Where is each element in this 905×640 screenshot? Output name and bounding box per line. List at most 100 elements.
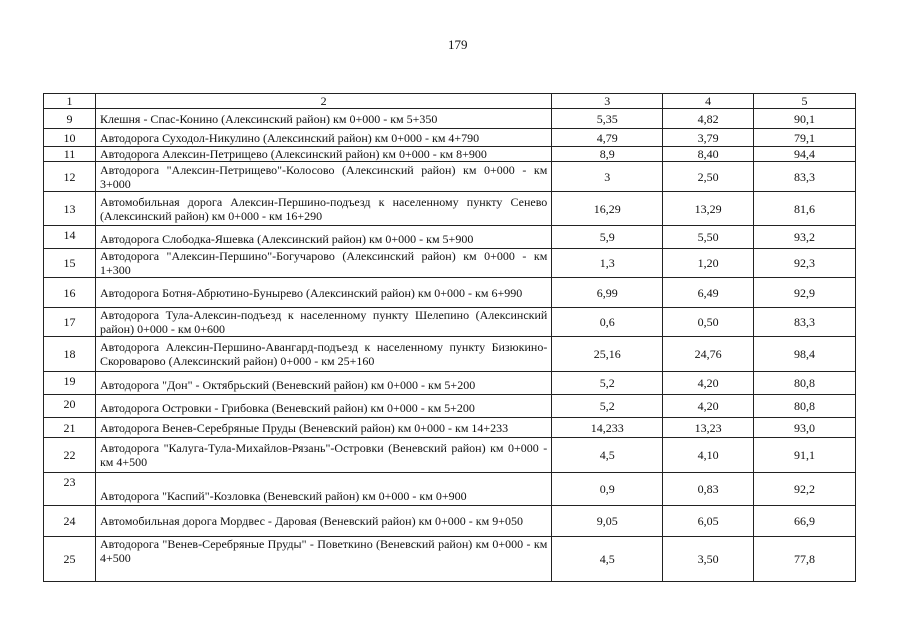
value-col5: 98,4 xyxy=(753,336,856,372)
value-col5: 93,0 xyxy=(753,417,856,438)
table-row: 22 Автодорога "Калуга-Тула-Михайлов-Рязан… xyxy=(43,437,856,473)
road-name: Автодорога "Алексин-Першино"-Богучарово … xyxy=(94,248,553,278)
value-col5: 80,8 xyxy=(753,394,856,418)
value-col5: 81,6 xyxy=(753,191,856,226)
value-col3: 8,9 xyxy=(551,146,664,162)
column-header-2: 2 xyxy=(94,93,553,109)
road-name: Клешня - Спас-Конино (Алексинский район)… xyxy=(94,108,553,129)
value-col4: 1,20 xyxy=(662,248,755,278)
value-col3: 6,99 xyxy=(551,277,664,308)
table-row: 25 Автодорога "Венев-Серебряные Пруды" - … xyxy=(43,536,856,582)
road-name: Автодорога "Алексин-Петрищево"-Колосово … xyxy=(94,161,553,192)
road-name: Автодорога Слободка-Яшевка (Алексинский … xyxy=(94,225,553,249)
value-col5: 92,3 xyxy=(753,248,856,278)
table-row: 14 Автодорога Слободка-Яшевка (Алексински… xyxy=(43,225,856,249)
value-col5: 92,9 xyxy=(753,277,856,308)
value-col3: 9,05 xyxy=(551,505,664,537)
value-col3: 25,16 xyxy=(551,336,664,372)
table-row: 13 Автомобильная дорога Алексин-Першино-п… xyxy=(43,191,856,226)
value-col4: 3,79 xyxy=(662,128,755,147)
row-number: 24 xyxy=(43,505,96,537)
value-col3: 5,2 xyxy=(551,394,664,418)
value-col3: 14,233 xyxy=(551,417,664,438)
row-number: 10 xyxy=(43,128,96,147)
value-col4: 24,76 xyxy=(662,336,755,372)
value-col4: 6,05 xyxy=(662,505,755,537)
value-col4: 13,23 xyxy=(662,417,755,438)
value-col5: 94,4 xyxy=(753,146,856,162)
value-col5: 83,3 xyxy=(753,307,856,337)
table-row: 20 Автодорога Островки - Грибовка (Веневс… xyxy=(43,394,856,418)
row-number: 13 xyxy=(43,191,96,226)
row-number: 22 xyxy=(43,437,96,473)
table-row: 12 Автодорога "Алексин-Петрищево"-Колосов… xyxy=(43,161,856,192)
table-row: 17 Автодорога Тула-Алексин-подъезд к насе… xyxy=(43,307,856,337)
table-row: 19 Автодорога "Дон" - Октябрьский (Веневс… xyxy=(43,371,856,395)
value-col4: 13,29 xyxy=(662,191,755,226)
value-col4: 2,50 xyxy=(662,161,755,192)
value-col4: 8,40 xyxy=(662,146,755,162)
road-name: Автодорога "Дон" - Октябрьский (Веневски… xyxy=(94,371,553,395)
roads-table: 1 2 3 4 5 9 Клешня - Спас-Конино (Алексинский … xyxy=(43,93,856,582)
table-row: 11 Автодорога Алексин-Петрищево (Алексинс… xyxy=(43,146,856,162)
value-col3: 4,5 xyxy=(551,536,664,582)
row-number: 18 xyxy=(43,336,96,372)
value-col5: 90,1 xyxy=(753,108,856,129)
table-row: 24 Автомобильная дорога Мордвес - Даровая… xyxy=(43,505,856,537)
row-number: 9 xyxy=(43,108,96,129)
value-col5: 80,8 xyxy=(753,371,856,395)
column-header-5: 5 xyxy=(753,93,856,109)
table-row: 18 Автодорога Алексин-Першино-Авангард-по… xyxy=(43,336,856,372)
road-name: Автодорога Островки - Грибовка (Веневски… xyxy=(94,394,553,418)
value-col5: 91,1 xyxy=(753,437,856,473)
value-col3: 5,35 xyxy=(551,108,664,129)
value-col5: 92,2 xyxy=(753,472,856,506)
column-header-1: 1 xyxy=(43,93,96,109)
road-name: Автодорога "Венев-Серебряные Пруды" - По… xyxy=(94,536,553,582)
table-row: 21 Автодорога Венев-Серебряные Пруды (Вен… xyxy=(43,417,856,438)
row-number: 23 xyxy=(43,472,96,506)
value-col3: 16,29 xyxy=(551,191,664,226)
column-header-3: 3 xyxy=(551,93,664,109)
row-number: 20 xyxy=(43,394,96,418)
road-name: Автомобильная дорога Алексин-Першино-под… xyxy=(94,191,553,226)
road-name: Автодорога Суходол-Никулино (Алексинский… xyxy=(94,128,553,147)
row-number: 14 xyxy=(43,225,96,249)
row-number: 15 xyxy=(43,248,96,278)
value-col4: 4,82 xyxy=(662,108,755,129)
value-col3: 5,2 xyxy=(551,371,664,395)
road-name: Автодорога Алексин-Петрищево (Алексински… xyxy=(94,146,553,162)
value-col3: 0,6 xyxy=(551,307,664,337)
value-col5: 66,9 xyxy=(753,505,856,537)
table-row: 16 Автодорога Ботня-Абрютино-Бунырево (Ал… xyxy=(43,277,856,308)
row-number: 21 xyxy=(43,417,96,438)
column-header-4: 4 xyxy=(662,93,755,109)
table-row: 9 Клешня - Спас-Конино (Алексинский район… xyxy=(43,108,856,129)
road-name: Автодорога Алексин-Першино-Авангард-подъ… xyxy=(94,336,553,372)
value-col3: 1,3 xyxy=(551,248,664,278)
road-name: Автодорога "Калуга-Тула-Михайлов-Рязань"… xyxy=(94,437,553,473)
row-number: 11 xyxy=(43,146,96,162)
value-col4: 0,50 xyxy=(662,307,755,337)
table-row: 10 Автодорога Суходол-Никулино (Алексинск… xyxy=(43,128,856,147)
value-col4: 4,20 xyxy=(662,394,755,418)
value-col4: 3,50 xyxy=(662,536,755,582)
table-row: 15 Автодорога "Алексин-Першино"-Богучаров… xyxy=(43,248,856,278)
value-col4: 6,49 xyxy=(662,277,755,308)
road-name: Автодорога Венев-Серебряные Пруды (Венев… xyxy=(94,417,553,438)
value-col4: 4,10 xyxy=(662,437,755,473)
road-name: Автодорога "Каспий"-Козловка (Веневский … xyxy=(94,472,553,506)
value-col5: 77,8 xyxy=(753,536,856,582)
row-number: 19 xyxy=(43,371,96,395)
row-number: 16 xyxy=(43,277,96,308)
value-col3: 3 xyxy=(551,161,664,192)
value-col3: 5,9 xyxy=(551,225,664,249)
row-number: 12 xyxy=(43,161,96,192)
value-col5: 79,1 xyxy=(753,128,856,147)
value-col4: 4,20 xyxy=(662,371,755,395)
value-col3: 4,5 xyxy=(551,437,664,473)
value-col3: 0,9 xyxy=(551,472,664,506)
value-col5: 83,3 xyxy=(753,161,856,192)
value-col3: 4,79 xyxy=(551,128,664,147)
